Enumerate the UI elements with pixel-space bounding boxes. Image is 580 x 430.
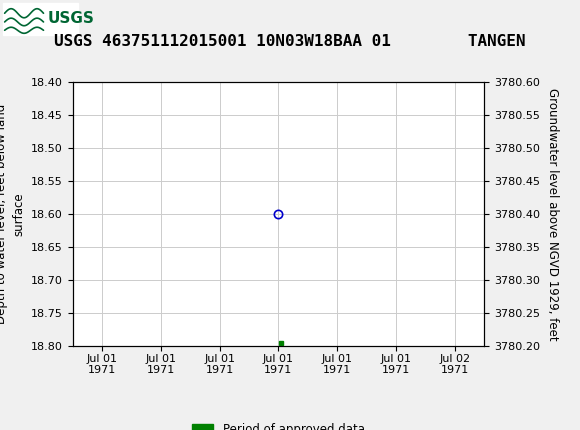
- Y-axis label: Depth to water level, feet below land
surface: Depth to water level, feet below land su…: [0, 104, 26, 324]
- Text: USGS 463751112015001 10N03W18BAA 01        TANGEN: USGS 463751112015001 10N03W18BAA 01 TANG…: [54, 34, 526, 49]
- Legend: Period of approved data: Period of approved data: [187, 418, 369, 430]
- Y-axis label: Groundwater level above NGVD 1929, feet: Groundwater level above NGVD 1929, feet: [546, 88, 559, 340]
- Text: USGS: USGS: [48, 12, 95, 26]
- FancyBboxPatch shape: [3, 3, 78, 35]
